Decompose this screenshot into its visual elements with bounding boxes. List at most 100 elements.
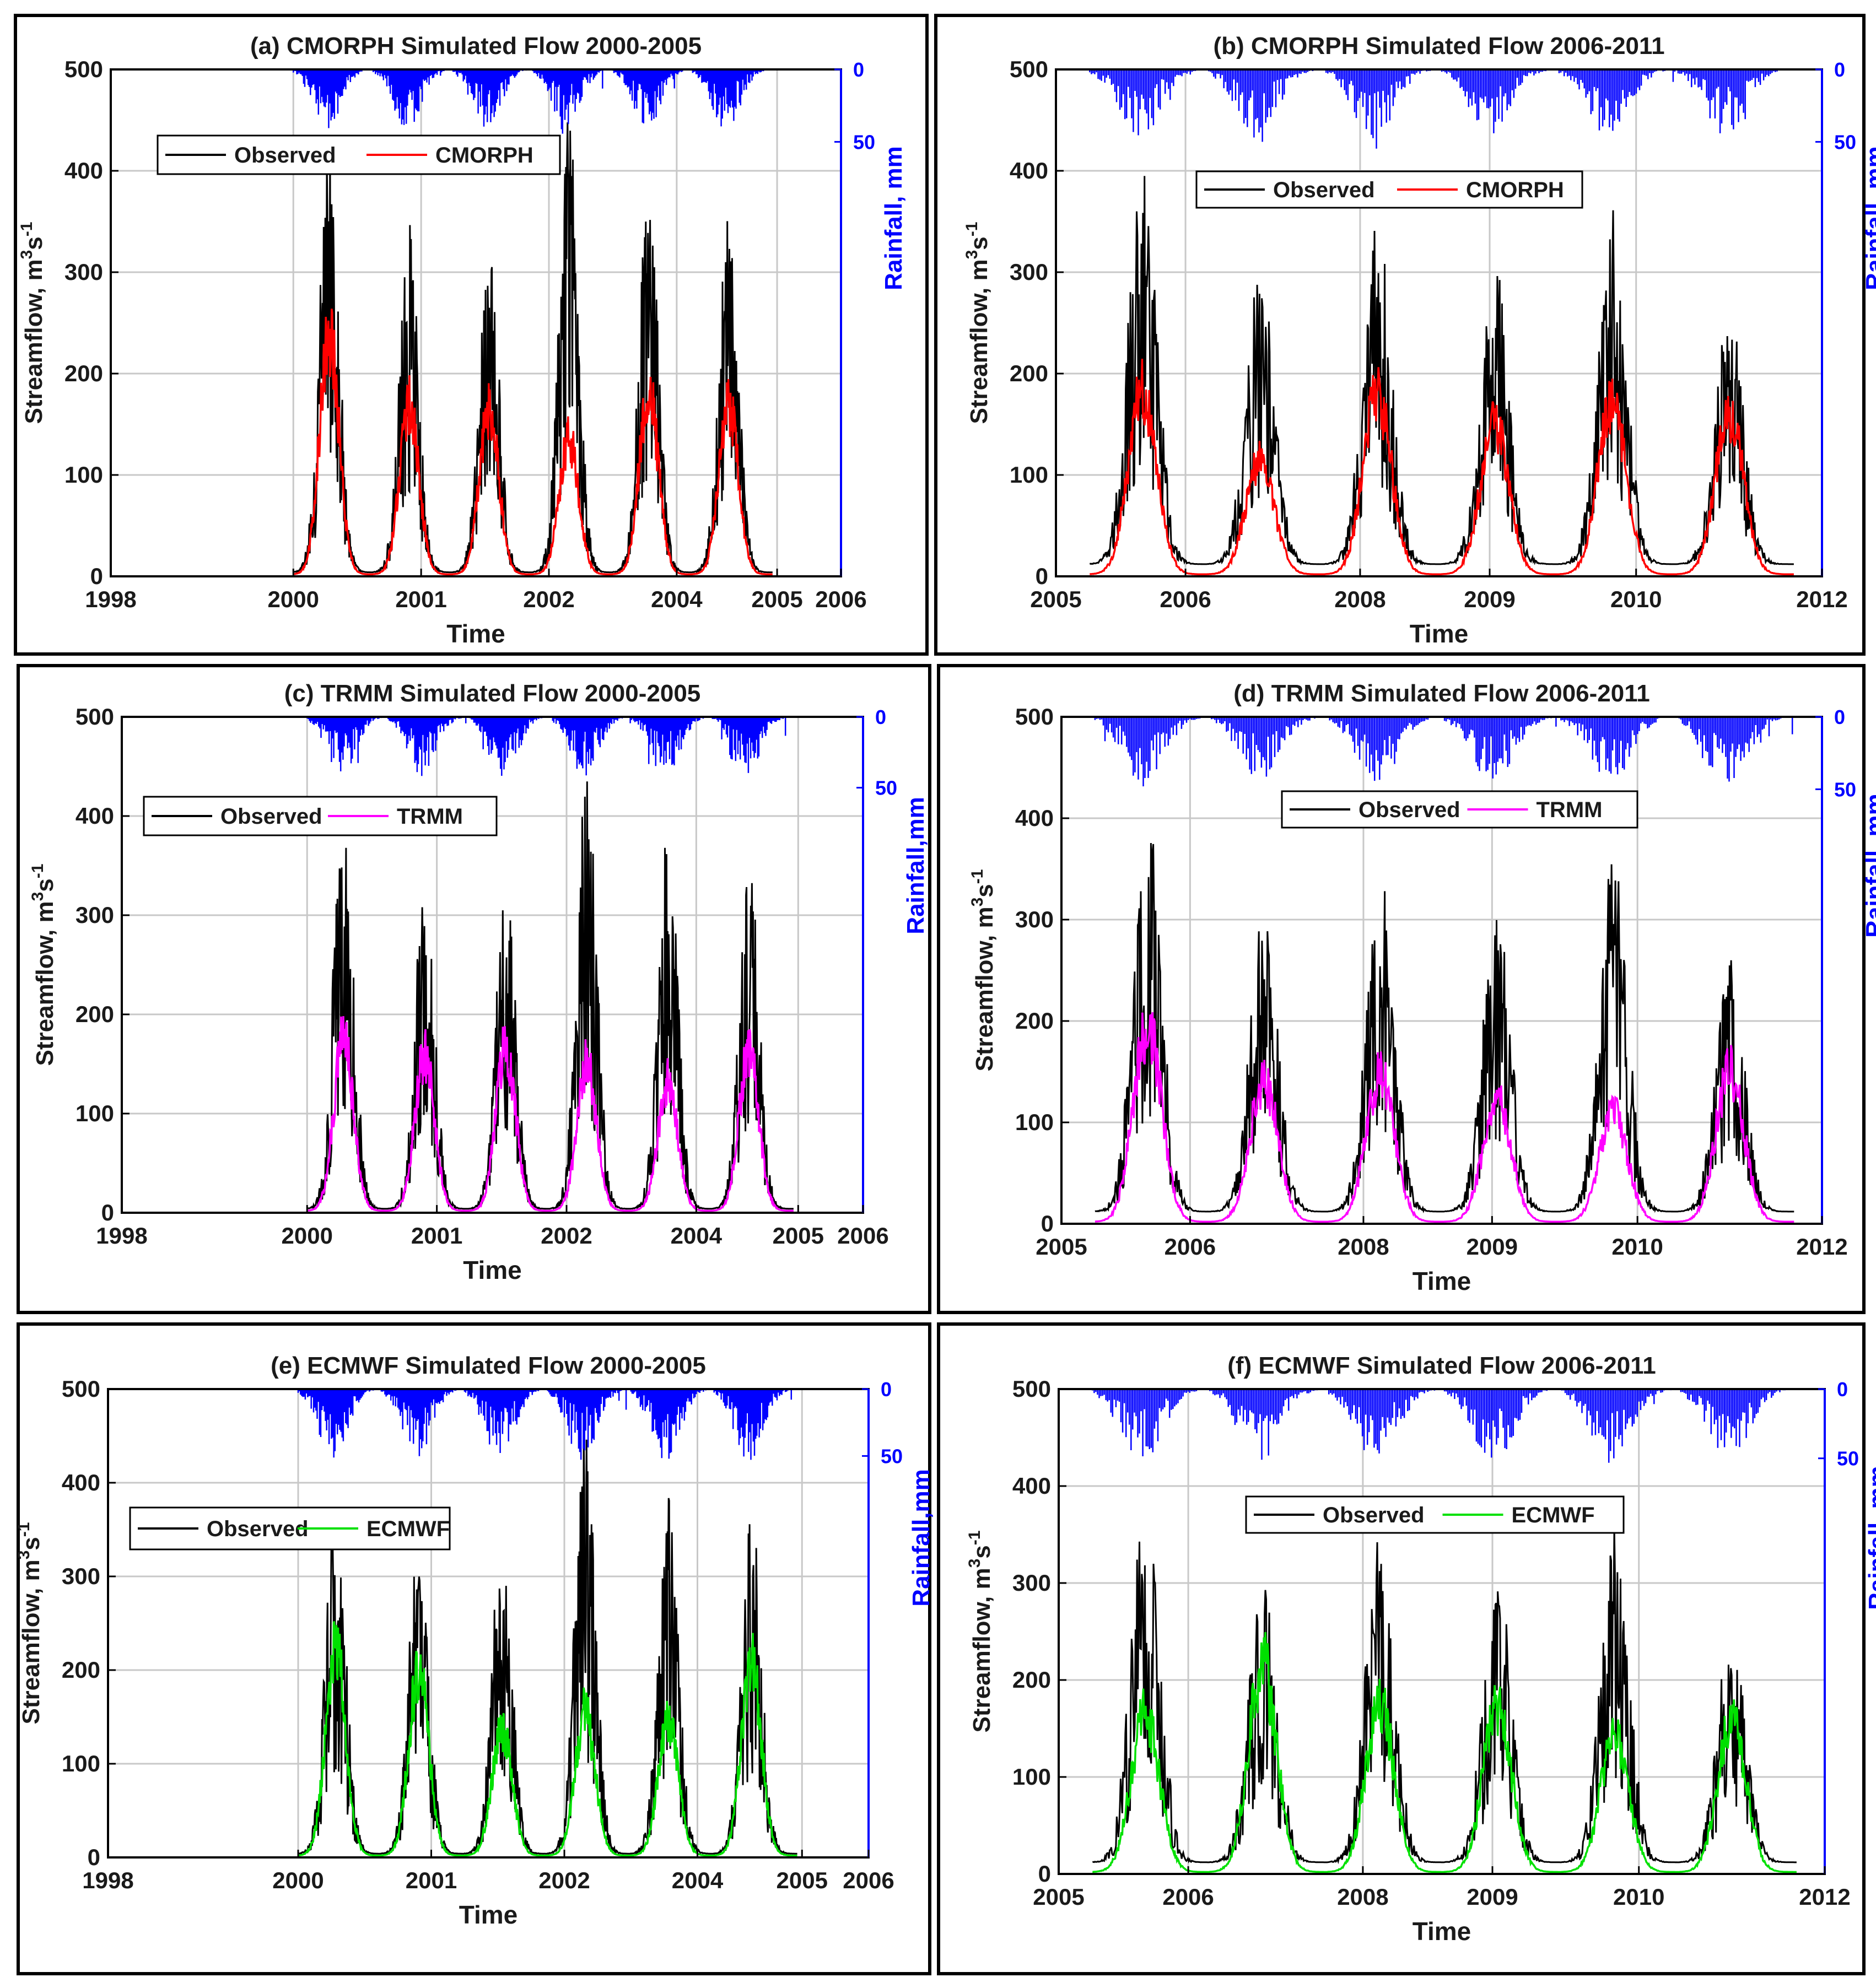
y-tick-label: 100 — [62, 1751, 100, 1776]
y-axis-label-text: Streamflow, m — [968, 1568, 995, 1732]
y2-axis-label: Rainfall, mm — [880, 146, 907, 290]
y2-axis-label: Rainfall,mm — [908, 1469, 935, 1606]
x-tick-label: 2009 — [1464, 586, 1515, 612]
chart-panel-f: (f) ECMWF Simulated Flow 2006-2011 0 100 20… — [937, 1322, 1876, 1975]
y-tick-label: 500 — [1015, 704, 1054, 730]
y2-tick-label: 50 — [875, 777, 897, 799]
y-tick-label: 0 — [1038, 1861, 1051, 1887]
y-axis-label-sup: -1 — [29, 864, 47, 879]
chart-svg: (f) ECMWF Simulated Flow 2006-2011 0 100 20… — [966, 1352, 1876, 1946]
y-axis-label-text: s — [968, 1545, 995, 1558]
x-tick-label: 2008 — [1338, 1234, 1389, 1260]
y-axis-label-text: Streamflow, m — [20, 259, 47, 424]
y-tick-label: 500 — [1010, 56, 1048, 82]
y-tick-label: 300 — [64, 259, 103, 285]
x-tick-label: 2005 — [773, 1223, 824, 1249]
y-tick-label: 500 — [76, 704, 114, 730]
y-axis-label: Streamflow, m3s-1 — [966, 1531, 995, 1733]
y-tick-label: 400 — [76, 803, 114, 829]
chart-panel-a: (a) CMORPH Simulated Flow 2000-2005 0 100 2… — [14, 14, 929, 656]
y-tick-label: 200 — [64, 360, 103, 386]
x-tick-label: 2010 — [1613, 1884, 1664, 1910]
y-tick-label: 100 — [76, 1100, 114, 1126]
y-tick-label: 500 — [64, 56, 103, 82]
x-tick-label: 2005 — [751, 586, 802, 612]
chart-panel-c: (c) TRMM Simulated Flow 2000-2005 0 100 200… — [17, 664, 931, 1314]
y-tick-label: 200 — [62, 1657, 100, 1683]
x-tick-label: 2008 — [1337, 1884, 1388, 1910]
x-tick-label: 2006 — [1160, 586, 1211, 612]
y2-tick-label: 50 — [853, 131, 875, 153]
x-tick-label: 1998 — [96, 1223, 147, 1249]
legend-label: Observed — [220, 804, 322, 829]
x-tick-label: 2002 — [523, 586, 574, 612]
x-tick-label: 2005 — [777, 1867, 828, 1893]
chart-panel-d: (d) TRMM Simulated Flow 2006-2011 0 100 200… — [937, 664, 1876, 1314]
chart-title: (c) TRMM Simulated Flow 2000-2005 — [284, 680, 701, 707]
series-rainfall — [1092, 1389, 1798, 1463]
series-simulated — [1095, 1012, 1794, 1223]
y-tick-label: 0 — [1041, 1211, 1054, 1236]
x-tick-label: 2006 — [837, 1223, 888, 1249]
y-axis-label-text: Streamflow, m — [966, 259, 993, 424]
x-tick-label: 2000 — [282, 1223, 333, 1249]
legend-label: CMORPH — [1466, 178, 1564, 202]
legend-label: Observed — [1359, 798, 1460, 822]
series-rainfall — [1094, 717, 1795, 787]
y-tick-label: 200 — [1012, 1667, 1051, 1693]
x-tick-label: 1998 — [85, 586, 136, 612]
y-axis-label: Streamflow, m3s-1 — [963, 222, 993, 424]
legend-label: ECMWF — [366, 1517, 450, 1541]
series-observed — [293, 122, 773, 575]
y-tick-label: 300 — [1010, 259, 1048, 285]
y-axis-label-text: s — [971, 884, 998, 897]
chart-title: (e) ECMWF Simulated Flow 2000-2005 — [271, 1352, 706, 1379]
x-tick-label: 2006 — [1162, 1884, 1214, 1910]
y-axis-label-text: s — [31, 878, 58, 892]
y-axis-label: Streamflow, m3s-1 — [29, 864, 58, 1066]
legend-label: ECMWF — [1512, 1503, 1595, 1527]
series-simulated — [298, 1621, 797, 1857]
y-axis-label: Streamflow, m3s-1 — [968, 869, 998, 1072]
legend: Observed ECMWF — [129, 1506, 451, 1551]
x-tick-label: 2006 — [1165, 1234, 1216, 1260]
plot-frame — [1055, 68, 1823, 577]
legend-label: CMORPH — [435, 143, 533, 168]
grid-lines — [1059, 1389, 1825, 1874]
y2-tick-label: 50 — [881, 1445, 903, 1467]
x-tick-label: 2004 — [651, 586, 703, 612]
x-tick-label: 2001 — [411, 1223, 462, 1249]
series-simulated — [1092, 1632, 1797, 1873]
y-axis-label-sup: 3 — [963, 250, 981, 260]
legend: Observed ECMWF — [1245, 1495, 1625, 1534]
chart-panel-b: (b) CMORPH Simulated Flow 2006-2011 0 100 2… — [934, 14, 1876, 656]
x-tick-label: 2006 — [815, 586, 866, 612]
x-tick-label: 2010 — [1611, 1234, 1663, 1260]
y-axis-label-sup: -1 — [968, 869, 986, 884]
y-tick-label: 300 — [62, 1563, 100, 1589]
y-tick-label: 400 — [62, 1470, 100, 1495]
x-tick-label: 2008 — [1334, 586, 1386, 612]
y2-axis-label: Rainfall, mm — [1864, 1466, 1876, 1610]
y-axis-label-sup: 3 — [966, 1559, 984, 1568]
legend: Observed TRMM — [143, 796, 498, 836]
y-tick-label: 0 — [101, 1200, 114, 1225]
x-axis-label: Time — [1410, 619, 1469, 648]
series-observed — [298, 1437, 797, 1855]
y-axis-label-sup: 3 — [29, 892, 47, 901]
series-rainfall — [297, 1389, 798, 1460]
legend: Observed CMORPH — [157, 134, 561, 175]
y2-tick-label: 50 — [1837, 1447, 1859, 1470]
legend: Observed CMORPH — [1195, 170, 1583, 209]
y-tick-label: 400 — [64, 158, 103, 183]
series-simulated — [307, 1016, 794, 1212]
y2-tick-label: 50 — [1834, 778, 1856, 801]
y-axis-label-sup: -1 — [15, 1522, 33, 1537]
chart-svg: (e) ECMWF Simulated Flow 2000-2005 0 100 20… — [15, 1352, 935, 1929]
series-observed — [306, 781, 794, 1211]
chart-title: (a) CMORPH Simulated Flow 2000-2005 — [250, 33, 702, 60]
x-tick-label: 2005 — [1030, 586, 1081, 612]
series-observed — [1092, 1528, 1797, 1865]
y-axis-label-sup: -1 — [966, 1531, 984, 1546]
legend-label: Observed — [234, 143, 336, 168]
